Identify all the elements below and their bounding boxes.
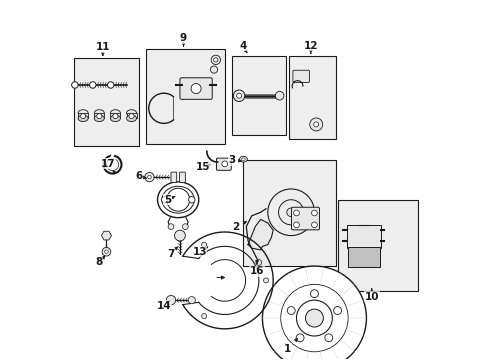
Ellipse shape	[157, 182, 198, 218]
Text: 11: 11	[95, 42, 110, 52]
Bar	[337, 200, 418, 291]
Circle shape	[106, 158, 119, 171]
Ellipse shape	[94, 110, 104, 116]
Circle shape	[287, 307, 295, 315]
Circle shape	[72, 82, 78, 88]
Circle shape	[191, 84, 201, 94]
Circle shape	[311, 222, 317, 228]
Text: 4: 4	[239, 41, 246, 50]
Ellipse shape	[94, 115, 104, 122]
FancyBboxPatch shape	[179, 172, 185, 183]
Circle shape	[166, 296, 175, 305]
Circle shape	[275, 91, 284, 100]
Polygon shape	[101, 231, 111, 240]
Circle shape	[262, 266, 366, 360]
Circle shape	[188, 297, 195, 304]
Circle shape	[324, 334, 332, 342]
Ellipse shape	[78, 115, 88, 122]
Bar	[242, 160, 335, 266]
Text: 3: 3	[228, 155, 235, 165]
Ellipse shape	[241, 158, 244, 161]
Text: 13: 13	[192, 247, 206, 257]
Circle shape	[255, 260, 261, 265]
Bar	[145, 49, 224, 144]
Circle shape	[233, 90, 244, 102]
Ellipse shape	[110, 110, 120, 116]
Text: 17: 17	[101, 159, 115, 169]
Circle shape	[310, 290, 318, 298]
Text: 5: 5	[163, 195, 171, 205]
Circle shape	[182, 224, 188, 229]
Bar	[78, 113, 88, 118]
Circle shape	[286, 208, 295, 217]
Circle shape	[210, 66, 217, 73]
FancyBboxPatch shape	[216, 158, 231, 170]
Circle shape	[144, 172, 154, 182]
Text: 10: 10	[364, 292, 378, 302]
Circle shape	[236, 93, 241, 98]
Ellipse shape	[110, 115, 120, 122]
Circle shape	[309, 118, 322, 131]
Circle shape	[311, 210, 317, 216]
Circle shape	[293, 210, 299, 216]
FancyBboxPatch shape	[171, 172, 176, 183]
Circle shape	[222, 161, 227, 167]
Bar	[347, 247, 379, 267]
Circle shape	[89, 82, 96, 88]
Bar	[126, 113, 136, 118]
Bar	[74, 58, 139, 146]
Text: 6: 6	[135, 171, 142, 181]
Circle shape	[168, 224, 174, 229]
Bar	[231, 56, 285, 135]
Circle shape	[263, 278, 268, 283]
Text: 8: 8	[96, 257, 102, 267]
Circle shape	[113, 114, 118, 119]
Circle shape	[107, 82, 114, 88]
Circle shape	[211, 55, 220, 64]
Text: 7: 7	[167, 248, 174, 258]
Text: 1: 1	[284, 343, 290, 354]
Circle shape	[213, 58, 218, 62]
Polygon shape	[247, 220, 273, 250]
Circle shape	[201, 314, 206, 319]
Circle shape	[313, 122, 318, 127]
Bar	[110, 113, 120, 118]
Circle shape	[174, 230, 185, 241]
Circle shape	[97, 114, 102, 119]
Circle shape	[188, 197, 195, 203]
Bar	[289, 56, 335, 139]
Circle shape	[333, 307, 341, 315]
Text: 15: 15	[196, 162, 210, 172]
Ellipse shape	[126, 110, 136, 116]
Circle shape	[104, 250, 108, 253]
Text: 12: 12	[303, 41, 317, 50]
FancyBboxPatch shape	[292, 70, 309, 82]
Circle shape	[161, 197, 167, 203]
Circle shape	[81, 114, 85, 119]
Bar	[346, 225, 380, 248]
Ellipse shape	[78, 110, 88, 116]
Bar	[94, 113, 104, 118]
FancyBboxPatch shape	[291, 207, 319, 230]
Circle shape	[147, 175, 151, 179]
Text: 14: 14	[156, 301, 171, 311]
Text: 2: 2	[231, 222, 239, 231]
Circle shape	[201, 242, 206, 247]
Circle shape	[129, 114, 134, 119]
Text: 9: 9	[180, 33, 187, 43]
Circle shape	[293, 222, 299, 228]
Ellipse shape	[126, 115, 136, 122]
Circle shape	[305, 309, 323, 327]
Ellipse shape	[239, 156, 247, 162]
Circle shape	[296, 334, 304, 342]
Text: 16: 16	[249, 266, 264, 276]
Circle shape	[102, 247, 110, 256]
FancyBboxPatch shape	[180, 78, 212, 99]
